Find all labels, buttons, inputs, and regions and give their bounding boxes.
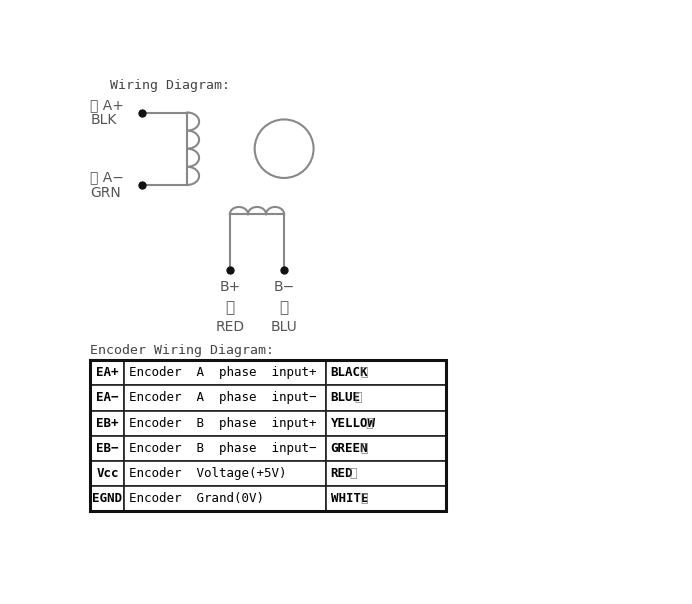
Bar	[91, 461, 125, 486]
Text: BLUE: BLUE	[331, 391, 361, 405]
Text: B−: B−	[273, 280, 295, 294]
Text: Encoder  Voltage(+5V): Encoder Voltage(+5V)	[129, 466, 286, 480]
Text: WHITE: WHITE	[331, 492, 368, 504]
Bar	[91, 411, 125, 435]
Text: Encoder  Grand(0V): Encoder Grand(0V)	[129, 492, 264, 504]
Bar	[326, 486, 446, 510]
Bar	[125, 361, 326, 385]
Text: Encoder Wiring Diagram:: Encoder Wiring Diagram:	[91, 344, 274, 356]
Bar	[326, 461, 446, 486]
Text: GREEN: GREEN	[331, 442, 368, 455]
Text: EB−: EB−	[96, 442, 118, 455]
Text: BLU: BLU	[271, 320, 298, 335]
Text: 白: 白	[360, 492, 367, 504]
Text: 黑: 黑	[360, 367, 367, 379]
Text: RED: RED	[331, 466, 353, 480]
Text: BLACK: BLACK	[331, 367, 368, 379]
Bar	[91, 361, 125, 385]
Text: 红: 红	[226, 300, 235, 315]
Text: EB+: EB+	[96, 417, 118, 429]
Text: 兰: 兰	[280, 300, 289, 315]
Bar	[125, 486, 326, 510]
Bar	[91, 486, 125, 510]
Text: Encoder  B  phase  input−: Encoder B phase input−	[129, 442, 317, 455]
Text: Wiring Diagram:: Wiring Diagram:	[110, 79, 230, 92]
Text: 红: 红	[349, 466, 357, 480]
Text: 黑 A+: 黑 A+	[91, 98, 125, 112]
Text: 维: 维	[360, 442, 367, 455]
Bar	[326, 435, 446, 461]
Text: Encoder  A  phase  input+: Encoder A phase input+	[129, 367, 317, 379]
Bar	[125, 385, 326, 411]
Bar	[326, 385, 446, 411]
Text: 维 A−: 维 A−	[91, 170, 125, 184]
Text: RED: RED	[215, 320, 244, 335]
Text: BLK: BLK	[91, 113, 117, 127]
Bar	[91, 361, 446, 510]
Text: EA−: EA−	[96, 391, 118, 405]
Bar	[125, 411, 326, 435]
Bar	[326, 411, 446, 435]
Bar	[326, 361, 446, 385]
Text: YELLOW: YELLOW	[331, 417, 376, 429]
Text: EA+: EA+	[96, 367, 118, 379]
Text: B+: B+	[219, 280, 241, 294]
Text: EGND: EGND	[93, 492, 122, 504]
Text: 蓝: 蓝	[355, 391, 363, 405]
Text: Encoder  A  phase  input−: Encoder A phase input−	[129, 391, 317, 405]
Text: GRN: GRN	[91, 185, 121, 199]
Text: Encoder  B  phase  input+: Encoder B phase input+	[129, 417, 317, 429]
Text: Vcc: Vcc	[96, 466, 118, 480]
Bar	[125, 461, 326, 486]
Bar	[91, 435, 125, 461]
Bar	[91, 385, 125, 411]
Bar	[125, 435, 326, 461]
Text: 黄: 黄	[365, 417, 373, 429]
